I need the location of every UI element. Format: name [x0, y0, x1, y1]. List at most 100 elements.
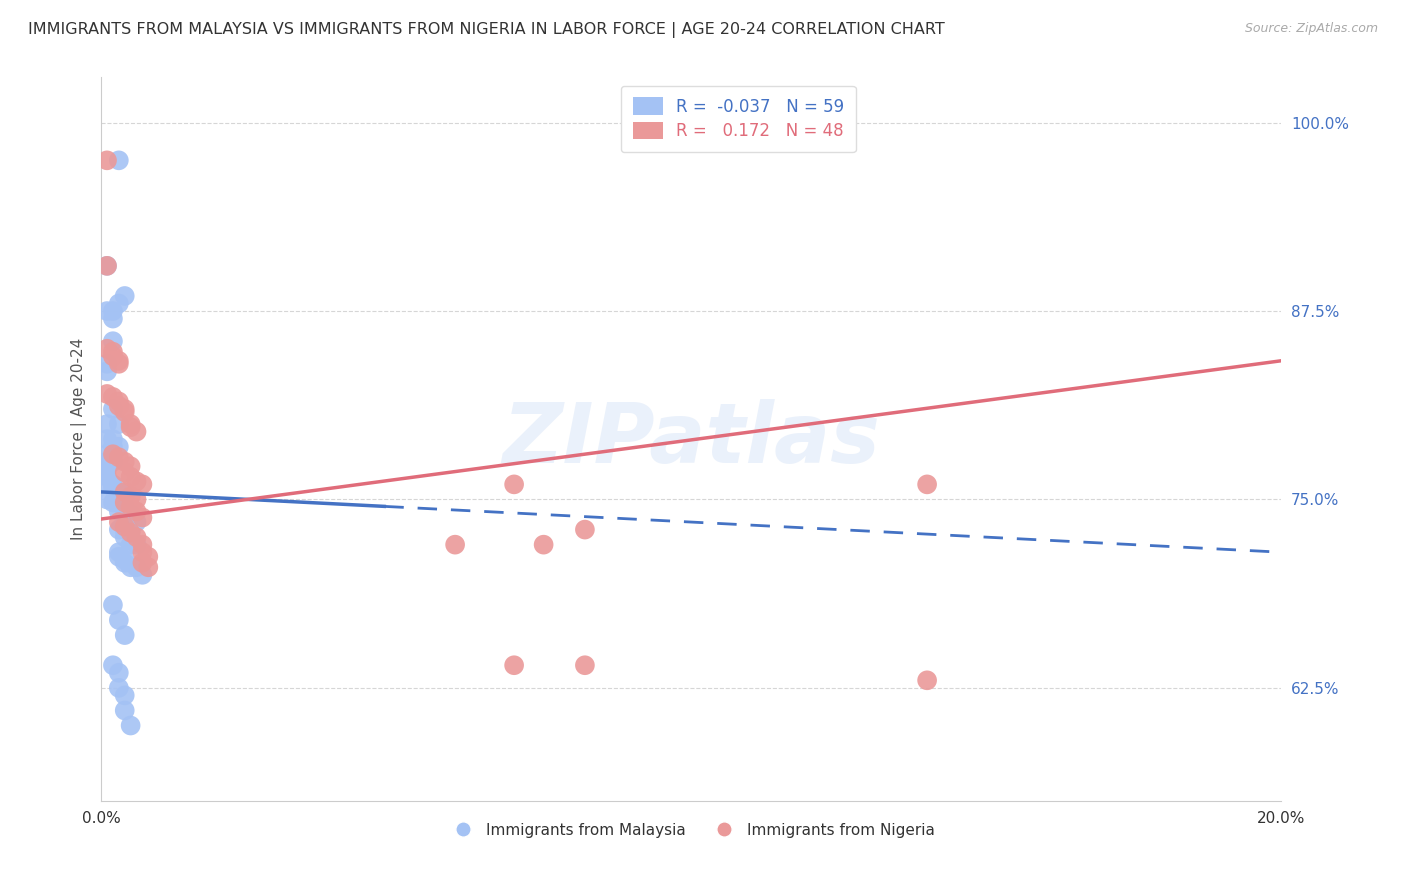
- Point: [136, 560, 159, 574]
- Point: [101, 447, 124, 461]
- Point: [101, 480, 124, 494]
- Point: [96, 477, 118, 491]
- Text: Source: ZipAtlas.com: Source: ZipAtlas.com: [1244, 22, 1378, 36]
- Point: [96, 470, 118, 484]
- Text: ZIPatlas: ZIPatlas: [502, 399, 880, 480]
- Point: [108, 357, 131, 371]
- Point: [125, 475, 148, 489]
- Point: [108, 504, 131, 518]
- Point: [114, 519, 136, 533]
- Point: [125, 530, 148, 544]
- Point: [131, 545, 153, 559]
- Point: [108, 549, 131, 564]
- Point: [114, 484, 136, 499]
- Point: [114, 553, 136, 567]
- Point: [120, 538, 142, 552]
- Point: [114, 455, 136, 469]
- Point: [114, 508, 136, 522]
- Point: [101, 390, 124, 404]
- Legend: Immigrants from Malaysia, Immigrants from Nigeria: Immigrants from Malaysia, Immigrants fro…: [441, 817, 941, 844]
- Point: [533, 538, 555, 552]
- Point: [96, 387, 118, 401]
- Point: [108, 523, 131, 537]
- Point: [108, 495, 131, 509]
- Point: [125, 492, 148, 507]
- Point: [503, 658, 526, 673]
- Point: [114, 405, 136, 419]
- Point: [96, 417, 118, 431]
- Point: [114, 488, 136, 502]
- Point: [131, 567, 153, 582]
- Point: [444, 538, 467, 552]
- Point: [96, 492, 118, 507]
- Point: [114, 530, 136, 544]
- Point: [101, 311, 124, 326]
- Point: [114, 495, 136, 509]
- Point: [108, 399, 131, 413]
- Point: [108, 665, 131, 680]
- Point: [125, 538, 148, 552]
- Point: [101, 304, 124, 318]
- Point: [108, 484, 131, 499]
- Point: [108, 613, 131, 627]
- Point: [114, 500, 136, 514]
- Point: [574, 523, 596, 537]
- Point: [96, 304, 118, 318]
- Point: [101, 432, 124, 446]
- Point: [101, 349, 124, 363]
- Point: [101, 402, 124, 417]
- Point: [120, 420, 142, 434]
- Point: [108, 681, 131, 695]
- Point: [108, 417, 131, 431]
- Point: [96, 342, 118, 356]
- Point: [503, 477, 526, 491]
- Point: [101, 334, 124, 349]
- Point: [108, 450, 131, 465]
- Point: [114, 689, 136, 703]
- Point: [114, 703, 136, 717]
- Point: [101, 440, 124, 454]
- Point: [114, 556, 136, 570]
- Point: [101, 477, 124, 491]
- Point: [120, 490, 142, 504]
- Point: [114, 523, 136, 537]
- Point: [120, 500, 142, 514]
- Point: [114, 466, 136, 480]
- Point: [120, 510, 142, 524]
- Point: [108, 484, 131, 499]
- Point: [101, 598, 124, 612]
- Point: [108, 153, 131, 168]
- Point: [108, 394, 131, 409]
- Point: [125, 425, 148, 439]
- Point: [114, 289, 136, 303]
- Point: [120, 525, 142, 540]
- Point: [125, 515, 148, 529]
- Point: [114, 402, 136, 417]
- Point: [125, 504, 148, 518]
- Point: [96, 432, 118, 446]
- Point: [96, 357, 118, 371]
- Point: [101, 455, 124, 469]
- Point: [108, 545, 131, 559]
- Point: [96, 364, 118, 378]
- Point: [96, 462, 118, 476]
- Point: [915, 673, 938, 688]
- Point: [96, 153, 118, 168]
- Point: [108, 353, 131, 368]
- Point: [125, 560, 148, 574]
- Point: [96, 455, 118, 469]
- Point: [120, 459, 142, 474]
- Point: [101, 658, 124, 673]
- Point: [108, 515, 131, 529]
- Point: [101, 344, 124, 359]
- Point: [114, 628, 136, 642]
- Point: [108, 296, 131, 310]
- Point: [131, 556, 153, 570]
- Y-axis label: In Labor Force | Age 20-24: In Labor Force | Age 20-24: [72, 338, 87, 541]
- Point: [120, 508, 142, 522]
- Point: [120, 718, 142, 732]
- Point: [96, 259, 118, 273]
- Point: [108, 440, 131, 454]
- Point: [120, 525, 142, 540]
- Point: [136, 549, 159, 564]
